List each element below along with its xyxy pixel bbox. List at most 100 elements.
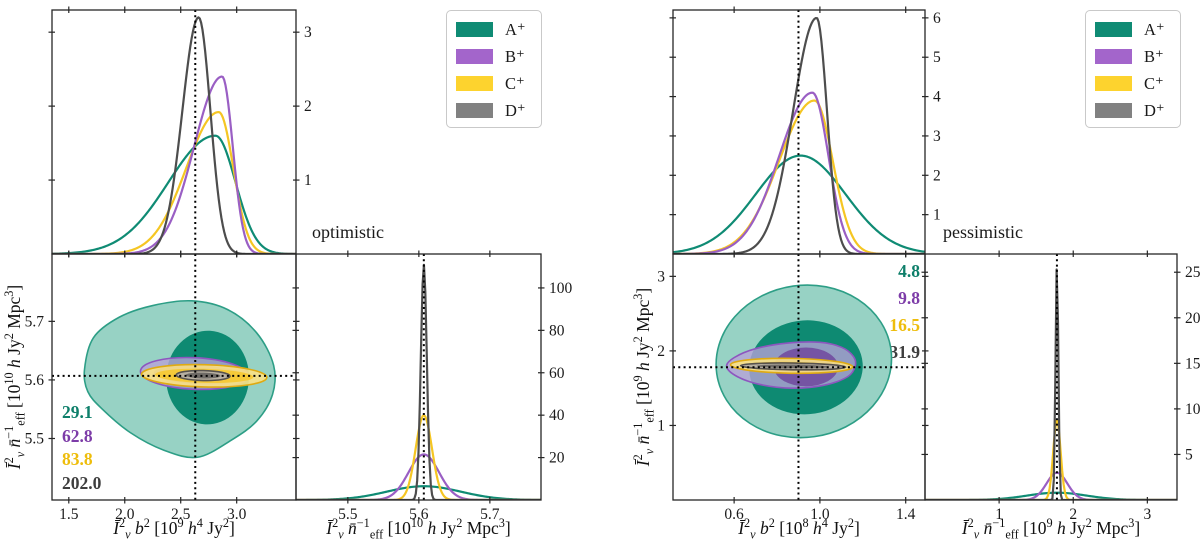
spines xyxy=(924,253,1178,501)
math-sub: ν xyxy=(125,527,131,542)
legend-item-a: A⁺ xyxy=(1095,16,1180,43)
math-text: [10 xyxy=(149,517,178,538)
curve-A+ xyxy=(673,154,925,254)
curve-D+ xyxy=(52,16,296,254)
math-text: Ī xyxy=(961,517,968,538)
math-text: b xyxy=(134,517,144,538)
math-sup: 2 xyxy=(631,336,645,343)
math-sub: ν xyxy=(750,527,756,542)
math-sup: −1 xyxy=(631,422,645,436)
y-axis-label-right: Ī2ν n̄−1eff [109 h Jy2 Mpc3] xyxy=(631,251,657,503)
legend-label: C⁺ xyxy=(505,73,525,93)
math-sup: 9 xyxy=(631,375,645,382)
math-sub: eff xyxy=(642,409,657,423)
tick-label: 5 xyxy=(1185,446,1193,463)
math-text xyxy=(633,444,653,448)
math-text: Ī xyxy=(326,517,333,538)
math-sup: −1 xyxy=(356,516,370,530)
legend-item-b: B⁺ xyxy=(456,43,541,70)
curve-B+ xyxy=(52,75,296,254)
math-text: Jy xyxy=(827,517,848,538)
math-text: h xyxy=(632,362,653,372)
math-sup: 9 xyxy=(1046,516,1053,530)
math-sub: eff xyxy=(1005,527,1019,542)
right-1d-plot-area xyxy=(925,254,1177,500)
tick-label: 25 xyxy=(1185,264,1200,281)
x-axis-label-left-b2: Ī2ν b2 [109 h4 Jy2] xyxy=(52,516,296,542)
curve-D+ xyxy=(296,263,541,500)
math-text: n̄ xyxy=(983,517,993,538)
math-text: h xyxy=(3,359,24,368)
legend-swatch-icon xyxy=(1095,103,1132,118)
math-text: Mpc xyxy=(1091,517,1129,538)
math-sub: ν xyxy=(338,527,344,542)
math-text: n̄ xyxy=(348,517,357,538)
math-sup: 10 xyxy=(2,372,16,385)
tick-label: 3 xyxy=(304,24,312,41)
math-text: ] xyxy=(228,517,235,538)
math-text: Ī xyxy=(3,463,24,470)
curve-B+ xyxy=(296,453,541,500)
snr-value: 4.8 xyxy=(898,261,920,281)
tick-label: 1 xyxy=(657,417,665,434)
math-sup: 2 xyxy=(456,516,463,530)
legend-item-a: A⁺ xyxy=(456,16,541,43)
y-axis-label-left: Ī2ν n̄−1eff [1010 h Jy2 Mpc3] xyxy=(2,254,28,500)
tick-label: 2 xyxy=(933,167,941,184)
legend-item-d: D⁺ xyxy=(456,97,541,124)
legend-label: D⁺ xyxy=(505,100,526,120)
legend-swatch-icon xyxy=(456,49,493,64)
left-2d-plot: 1.5 2.0 2.5 3.05.55.65.7 xyxy=(25,250,300,523)
legend-label: A⁺ xyxy=(1144,19,1165,39)
contour-B+ outer xyxy=(139,356,249,391)
snr-value: 202.0 xyxy=(62,472,102,493)
math-sup: 2 xyxy=(332,516,339,530)
math-sup: 2 xyxy=(744,516,751,530)
right-top-plot: 1 2 3 4 5 6 xyxy=(669,6,941,258)
tick-label: 1 xyxy=(304,172,312,189)
math-text: ] xyxy=(3,284,24,291)
math-text: Jy xyxy=(436,517,457,538)
tick-label: 6 xyxy=(933,10,941,27)
legend-item-d: D⁺ xyxy=(1095,97,1180,124)
math-text: Jy xyxy=(3,339,24,360)
math-text: h xyxy=(1056,517,1066,538)
math-sup: 2 xyxy=(2,457,16,464)
math-text xyxy=(4,447,24,451)
curve-B+ xyxy=(925,471,1177,500)
legend-item-c: C⁺ xyxy=(1095,70,1180,97)
math-text: ] xyxy=(1134,517,1141,538)
tick-label: 15 xyxy=(1185,355,1200,372)
legend-label: B⁺ xyxy=(1144,46,1164,66)
math-sup: −1 xyxy=(992,516,1006,530)
curve-C+ xyxy=(296,414,541,500)
x-axis-label-right-b2: Ī2ν b2 [108 h4 Jy2] xyxy=(673,516,925,542)
math-sub: ν xyxy=(13,451,28,458)
legend-label: B⁺ xyxy=(505,46,525,66)
curve-C+ xyxy=(673,99,925,254)
math-text: Jy xyxy=(632,342,653,363)
tick-label: 100 xyxy=(549,280,573,297)
math-text: [10 xyxy=(383,517,411,538)
curve-C+ xyxy=(52,110,296,254)
spines xyxy=(672,9,926,255)
spines xyxy=(51,9,297,255)
contour-D+ outer xyxy=(175,369,231,382)
curve-C+ xyxy=(925,419,1177,500)
math-sup: 2 xyxy=(143,516,150,530)
contour-B+ inner xyxy=(153,365,244,385)
snr-value: 16.5 xyxy=(889,315,920,335)
tick-label: 2 xyxy=(304,98,312,115)
curve-A+ xyxy=(925,491,1177,500)
tick-label: 2 xyxy=(657,343,665,360)
contour-D+ inner xyxy=(185,372,221,379)
legend-swatch-icon xyxy=(1095,76,1132,91)
left-1d-plot-area xyxy=(296,254,541,500)
tick-label: 20 xyxy=(549,450,565,467)
math-text: [10 xyxy=(3,384,24,413)
math-text xyxy=(633,371,653,375)
